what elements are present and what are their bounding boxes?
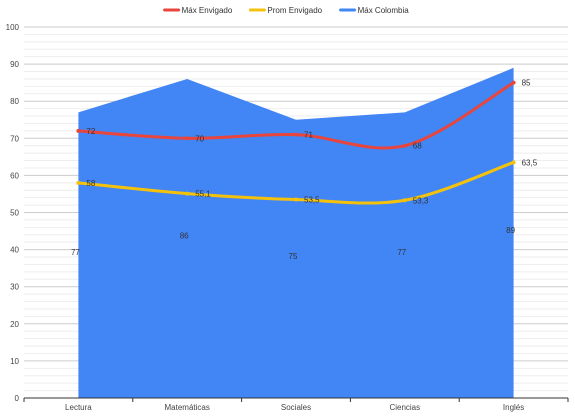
data-label: 53,5 — [304, 196, 320, 205]
data-label: 70 — [195, 134, 204, 143]
data-label: 55,1 — [195, 190, 211, 199]
y-tick-label: 90 — [10, 60, 19, 69]
point — [402, 198, 407, 203]
y-tick-label: 10 — [10, 357, 19, 366]
y-tick-label: 30 — [10, 283, 19, 292]
data-labels: 72 70 71 68 85 58 55,1 53,5 53,3 63,5 77 86 75 77 89 — [71, 79, 538, 261]
legend: Máx Envigado Prom Envigado Máx Colombia — [163, 6, 410, 15]
x-axis: Lectura Matemáticas Sociales Ciencias Inglés — [23, 397, 569, 412]
x-tick-label: Sociales — [281, 403, 311, 412]
y-tick-label: 100 — [6, 23, 20, 32]
data-label: 71 — [304, 131, 313, 140]
point — [402, 143, 407, 148]
data-label: 63,5 — [522, 158, 538, 167]
point — [185, 136, 190, 141]
point — [294, 132, 298, 137]
y-tick-label: 70 — [10, 134, 19, 143]
x-tick-label: Matemáticas — [165, 403, 210, 412]
data-label: 89 — [506, 226, 515, 235]
y-tick-label: 20 — [10, 320, 19, 329]
data-label: 58 — [86, 179, 95, 188]
data-label: 72 — [86, 127, 95, 136]
point — [511, 160, 516, 165]
data-label: 68 — [413, 142, 422, 151]
area-series — [78, 67, 514, 398]
data-label: 86 — [180, 231, 189, 240]
legend-label: Máx Colombia — [358, 6, 410, 15]
y-tick-label: 60 — [10, 171, 19, 180]
data-label: 77 — [71, 248, 80, 257]
point — [76, 128, 81, 133]
line-series — [76, 80, 516, 205]
data-label: 77 — [397, 248, 406, 257]
legend-label: Máx Envigado — [182, 6, 233, 15]
legend-label: Prom Envigado — [267, 6, 322, 15]
point — [511, 80, 516, 85]
x-tick-label: Lectura — [65, 403, 92, 412]
data-label: 75 — [289, 252, 298, 261]
x-tick-label: Ciencias — [389, 403, 420, 412]
data-label: 53,3 — [413, 196, 429, 205]
y-tick-label: 0 — [15, 394, 20, 403]
area-2 — [78, 67, 514, 398]
point — [185, 191, 190, 196]
point — [76, 180, 81, 185]
y-tick-label: 50 — [10, 209, 19, 218]
x-tick-label: Inglés — [503, 403, 524, 412]
point — [294, 197, 298, 202]
data-label: 85 — [522, 79, 531, 88]
y-tick-label: 40 — [10, 246, 19, 255]
y-axis: 0 10 20 30 40 50 60 70 80 90 100 — [6, 23, 20, 403]
y-tick-label: 80 — [10, 97, 19, 106]
